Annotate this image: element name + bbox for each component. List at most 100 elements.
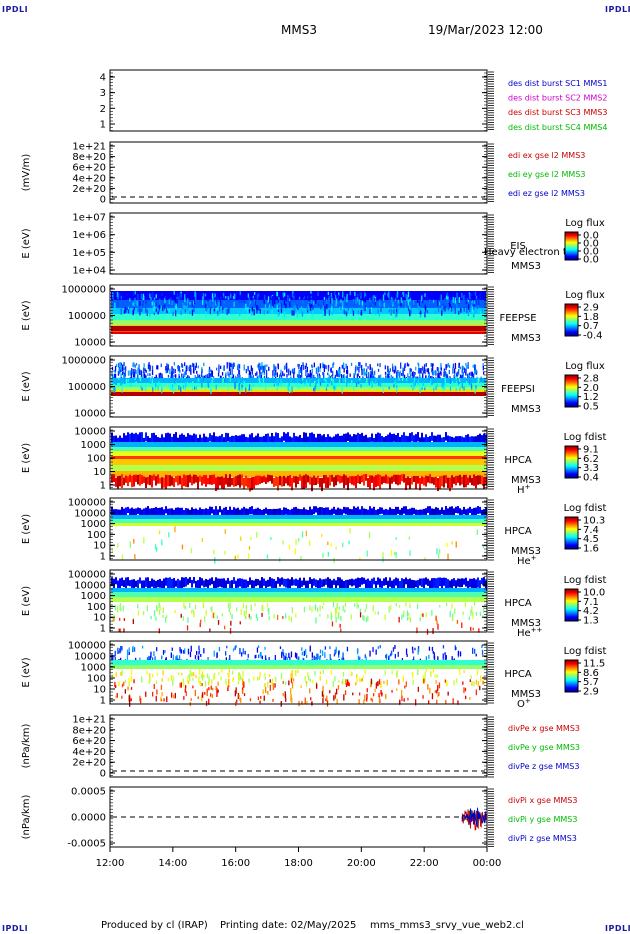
spectrogram-speckle [123, 367, 125, 371]
spectrogram-speckle [407, 697, 409, 701]
spectrogram-speckle [175, 294, 177, 298]
spectrogram-speckle [290, 616, 292, 623]
spectrogram-column [155, 435, 157, 448]
y-tick-label: 1000000 [61, 356, 106, 367]
spectrogram-speckle [343, 362, 345, 369]
spectrogram-column [421, 578, 423, 587]
spectrogram-column [253, 580, 255, 593]
spectrogram-column [263, 435, 265, 448]
spectrogram-speckle [119, 617, 121, 621]
spectrogram-column [173, 433, 175, 446]
spectrogram-speckle [379, 363, 381, 368]
spectrogram-speckle [396, 688, 398, 691]
spectrogram-speckle [212, 296, 214, 302]
spectrogram-speckle [467, 311, 469, 317]
spectrogram-speckle [476, 669, 479, 676]
spectrogram-speckle [402, 678, 404, 682]
y-tick-label: 1e+06 [72, 230, 106, 241]
spectrogram-speckle [237, 681, 239, 685]
spectrogram-speckle [250, 604, 252, 611]
spectrogram-speckle [215, 296, 217, 302]
spectrogram-speckle [482, 680, 484, 685]
spectrogram-column [469, 578, 471, 588]
spectrogram-column [195, 474, 197, 483]
spectrogram-speckle [388, 606, 390, 613]
spectrogram-speckle [211, 380, 213, 384]
spectrogram-speckle [481, 649, 484, 655]
spectrogram-speckle [375, 308, 377, 315]
spectrogram-speckle [428, 700, 430, 705]
spectrogram-speckle [291, 386, 293, 393]
spectrogram-speckle [120, 295, 122, 300]
spectrogram-speckle [447, 307, 450, 311]
spectrogram-speckle [369, 681, 372, 688]
spectrogram-column [439, 509, 441, 519]
spectrogram-speckle [167, 307, 169, 311]
spectrogram-speckle [416, 603, 419, 609]
y-tick-label: 1000 [81, 663, 106, 674]
spectrogram-speckle [189, 651, 192, 658]
spectrogram-speckle [474, 648, 476, 654]
spectrogram-column [243, 579, 245, 589]
panel-frame [109, 69, 488, 132]
spectrogram-speckle [434, 690, 436, 693]
spectrogram-speckle [472, 647, 474, 654]
spectrogram-speckle [476, 529, 478, 536]
spectrogram-speckle [379, 381, 382, 387]
spectrogram-speckle [432, 363, 434, 366]
spectrogram-speckle [437, 372, 439, 380]
spectrogram-speckle [213, 300, 215, 306]
spectrogram-column [273, 477, 275, 487]
spectrogram-speckle [342, 671, 345, 677]
spectrogram-speckle [365, 617, 368, 623]
spectrogram-speckle [285, 298, 287, 302]
spectrogram-speckle [226, 362, 228, 369]
spectrogram-speckle [220, 375, 222, 381]
spectrogram-speckle [194, 291, 196, 297]
spectrogram-column [399, 474, 401, 485]
spectrogram-column [151, 475, 153, 488]
spacecraft-label: MMS3 [511, 475, 541, 486]
spectrogram-speckle [232, 678, 234, 682]
spectrogram-speckle [183, 602, 185, 608]
spectrogram-speckle [406, 297, 408, 302]
spectrogram-speckle [209, 307, 212, 315]
spectrogram-speckle [269, 679, 271, 683]
spectrogram-column [217, 476, 219, 490]
spectrogram-speckle [114, 365, 117, 372]
spectrogram-speckle [309, 645, 311, 652]
spectrogram-speckle [172, 675, 175, 681]
spectrogram-speckle [157, 311, 159, 315]
spectrogram-column [115, 509, 117, 516]
spectrogram-speckle [280, 372, 282, 377]
spectrogram-column [205, 475, 207, 487]
spectrogram-column [249, 577, 251, 585]
spectrogram-speckle [431, 363, 433, 367]
spectrogram-column [159, 507, 161, 517]
spectrogram-speckle [475, 295, 478, 299]
spectrogram-column [461, 509, 463, 520]
spectrogram-speckle [283, 298, 285, 306]
spectrogram-speckle [131, 368, 133, 374]
spectrogram-column [121, 577, 123, 586]
species-charge: + [525, 697, 531, 705]
y-tick-label: 100000 [68, 498, 106, 509]
spectrogram-speckle [185, 685, 187, 689]
spectrogram-column [475, 436, 477, 446]
spectrogram-speckle [286, 369, 288, 373]
spectrogram-column [217, 578, 219, 588]
spectrogram-speckle [274, 371, 276, 377]
spectrogram-speckle [277, 363, 279, 368]
spectrogram-speckle [225, 372, 227, 379]
spectrogram-speckle [232, 670, 234, 675]
spectrogram-column [111, 506, 113, 516]
spectrogram-speckle [143, 296, 145, 302]
spectrogram-speckle [224, 529, 226, 534]
spectrogram-column [473, 507, 475, 519]
spectrogram-speckle [196, 650, 198, 655]
spectrogram-speckle [241, 652, 243, 657]
spectrogram-speckle [175, 297, 177, 303]
spectrogram-speckle [227, 296, 229, 301]
footer-filename: mms_mms3_srvy_vue_web2.cl [370, 920, 524, 931]
spectrogram-speckle [130, 382, 132, 387]
